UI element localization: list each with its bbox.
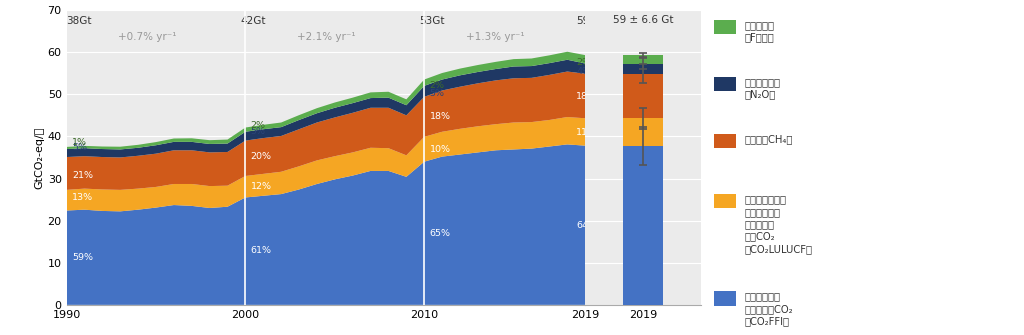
Text: 20%: 20% [251,152,271,161]
Text: 化石燃料及び
産業由来のCO₂
（CO₂FFI）: 化石燃料及び 産業由来のCO₂ （CO₂FFI） [744,291,793,326]
Text: 2%: 2% [251,121,266,130]
Text: 59%: 59% [72,253,93,262]
Bar [624,146,664,305]
Bar [624,74,664,118]
Text: 59Gt: 59Gt [577,16,602,26]
Text: 59 ± 6.6 Gt: 59 ± 6.6 Gt [613,15,674,25]
Text: 12%: 12% [251,182,271,191]
Text: +1.3% yr⁻¹: +1.3% yr⁻¹ [467,32,525,43]
Bar [624,55,664,64]
Text: 土地利用、土地
利用変化及び
林業による
正味CO₂
（CO₂LULUCF）: 土地利用、土地 利用変化及び 林業による 正味CO₂ （CO₂LULUCF） [744,194,812,254]
Text: フロンガス
（Fガス）: フロンガス （Fガス） [744,20,774,43]
Text: 13%: 13% [72,193,93,202]
Bar [624,64,664,74]
Text: 21%: 21% [72,171,93,180]
Text: 5%: 5% [72,143,87,152]
Text: 61%: 61% [251,247,271,256]
Text: 18%: 18% [577,92,597,101]
Bar [624,118,664,146]
Y-axis label: GtCO₂-eq/年: GtCO₂-eq/年 [35,126,45,189]
Text: 38Gt: 38Gt [67,16,92,26]
Text: 2%: 2% [577,58,591,67]
Text: メタン（CH₄）: メタン（CH₄） [744,134,793,144]
Text: 一酸化二窒素
（N₂O）: 一酸化二窒素 （N₂O） [744,77,780,99]
Text: +2.1% yr⁻¹: +2.1% yr⁻¹ [297,32,355,43]
Text: 11%: 11% [577,128,597,137]
Text: 4%: 4% [577,67,591,76]
Text: 42Gt: 42Gt [240,16,265,26]
Text: 2%: 2% [430,80,444,89]
Text: 10%: 10% [430,144,451,153]
Text: 18%: 18% [430,112,451,121]
Text: 5%: 5% [251,127,266,136]
Text: 65%: 65% [430,229,451,238]
Text: 64%: 64% [577,221,597,230]
Text: +0.7% yr⁻¹: +0.7% yr⁻¹ [118,32,176,43]
Text: 1%: 1% [72,138,87,147]
Text: 5%: 5% [430,88,444,97]
Text: 53Gt: 53Gt [419,16,444,26]
